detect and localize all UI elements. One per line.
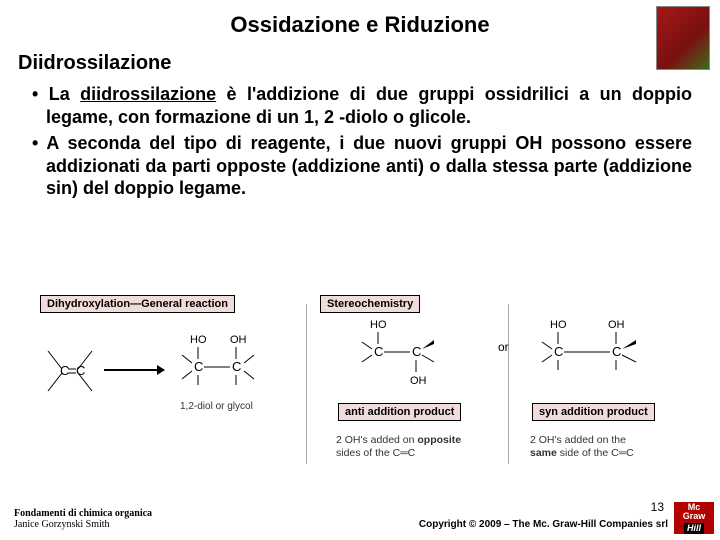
bullet-1-term: diidrossilazione [80,84,216,104]
svg-text:C: C [554,344,563,359]
label-stereochemistry: Stereochemistry [320,295,420,313]
alkene-icon: C C [40,343,100,403]
svg-text:HO: HO [550,319,567,331]
page-number: 13 [651,500,664,514]
svg-text:OH: OH [230,334,247,346]
publisher-logo: Mc Graw Hill [674,502,714,534]
svg-text:C: C [412,344,421,359]
diol-icon: HO OH C C [172,331,282,411]
syn-caption: 2 OH's added on the same side of the C═C [530,434,700,459]
general-reaction-molecule: C C HO OH C C 1,2-di [40,331,300,417]
svg-text:C: C [374,344,383,359]
diol-label: 1,2-diol or glycol [180,401,253,412]
bullet-list: • La diidrossilazione è l'addizione di d… [32,83,692,200]
svg-text:C: C [612,344,621,359]
reaction-arrow-icon [104,369,164,371]
footer-book: Fondamenti di chimica organica Janice Go… [14,508,152,530]
label-general-reaction: Dihydroxylation—General reaction [40,295,235,313]
label-syn-product: syn addition product [532,403,655,421]
diagram-col-anti: Stereochemistry HO C C OH anti addition … [320,294,500,313]
slide-title: Ossidazione e Riduzione [0,0,720,38]
anti-product-icon: HO C C OH [350,316,460,396]
svg-text:HO: HO [370,319,387,331]
svg-text:C: C [232,359,241,374]
label-anti-product: anti addition product [338,403,461,421]
bullet-1: • La diidrossilazione è l'addizione di d… [32,83,692,128]
divider-1 [306,304,307,464]
svg-text:C: C [194,359,203,374]
svg-text:C: C [60,363,69,378]
diagram-col-general: Dihydroxylation—General reaction C C HO … [40,294,300,417]
or-label: or [498,340,509,354]
book-cover-thumb [656,6,710,70]
reaction-diagram: Dihydroxylation—General reaction C C HO … [40,294,690,474]
divider-2 [508,304,509,464]
syn-product-icon: HO OH C C [530,316,670,396]
svg-text:OH: OH [410,375,427,387]
anti-caption: 2 OH's added on opposite sides of the C═… [336,434,496,459]
svg-text:OH: OH [608,319,625,331]
bullet-2: • A seconda del tipo di reagente, i due … [32,132,692,200]
svg-text:HO: HO [190,334,207,346]
svg-text:C: C [76,363,85,378]
footer-copyright: Copyright © 2009 – The Mc. Graw-Hill Com… [419,519,668,530]
subtitle: Diidrossilazione [18,52,720,75]
